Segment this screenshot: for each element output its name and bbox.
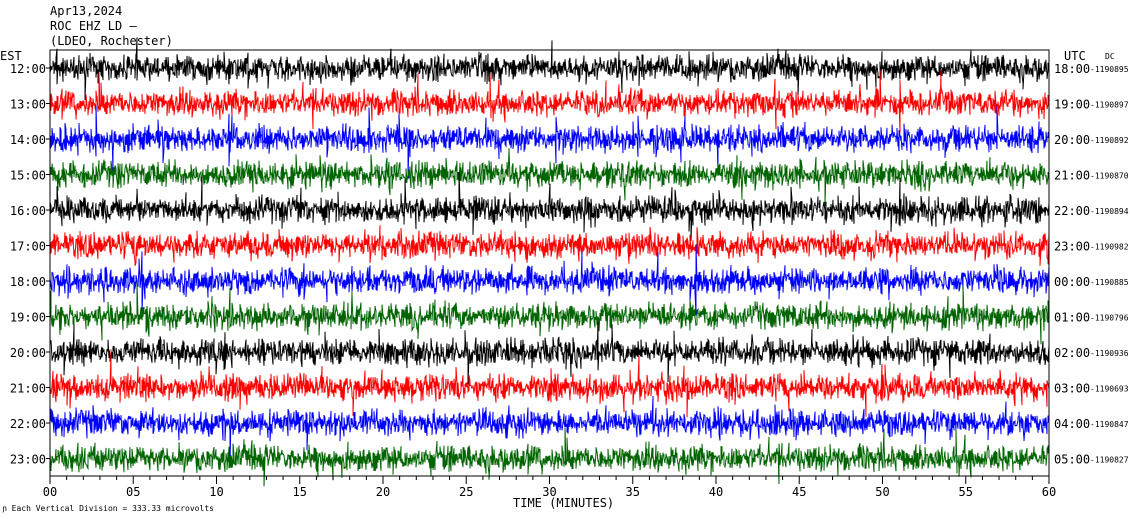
- x-tick-label: 15: [293, 485, 307, 499]
- x-tick-label: 10: [209, 485, 223, 499]
- est-label: 17:00: [10, 240, 46, 254]
- station-name: ROC EHZ LD —: [50, 20, 137, 33]
- dc-offset: -1190847: [1090, 420, 1129, 429]
- trace-1500: [49, 148, 1050, 207]
- utc-label: 20:00: [1054, 133, 1090, 147]
- trace-1200: [49, 37, 1050, 101]
- utc-label: 04:00: [1054, 417, 1090, 431]
- dc-offset: -1190894: [1090, 207, 1129, 216]
- dc-offset: -1190895: [1090, 65, 1129, 74]
- dc-offset: -1190892: [1090, 136, 1129, 145]
- x-tick-label: 25: [459, 485, 473, 499]
- est-hour-labels: 12:00 13:00 14:00 15:00 16:00 17:00 18:00 19:00…: [10, 62, 50, 467]
- est-label: 18:00: [10, 275, 46, 289]
- legend-line: —: [129, 19, 137, 33]
- utc-label: 23:00: [1054, 240, 1090, 254]
- utc-hour-labels: 18:00 -1190895 19:00 -1190897 20:00 -1190892 2…: [1054, 62, 1129, 467]
- est-label: 12:00: [10, 62, 46, 76]
- trace-1800: [49, 244, 1050, 316]
- x-tick-label: 50: [875, 485, 889, 499]
- dc-offset: -1190936: [1090, 349, 1129, 358]
- x-tick-label: 35: [626, 485, 640, 499]
- scale-footer: ɲ Each Vertical Division = 333.33 microv…: [2, 502, 214, 515]
- est-label: 13:00: [10, 98, 46, 112]
- utc-label: 22:00: [1054, 204, 1090, 218]
- utc-label: 03:00: [1054, 382, 1090, 396]
- trace-2100: [49, 349, 1050, 418]
- dc-label: DC: [1105, 52, 1115, 61]
- est-label: 19:00: [10, 311, 46, 325]
- dc-offset: -1190982: [1090, 243, 1129, 252]
- trace-1400: [49, 105, 1050, 180]
- station-code: ROC EHZ LD: [50, 19, 123, 33]
- est-label: 14:00: [10, 133, 46, 147]
- scale-icon: ɲ: [2, 504, 7, 513]
- x-axis-title: TIME (MINUTES): [513, 496, 615, 510]
- x-tick-label: 30: [542, 485, 556, 499]
- x-tick-label: 40: [709, 485, 723, 499]
- trace-1900: [49, 281, 1050, 345]
- trace-2200: [49, 395, 1050, 465]
- utc-axis-label: UTC: [1064, 49, 1086, 63]
- dc-offset: -1190827: [1090, 456, 1129, 465]
- scale-text: Each Vertical Division = 333.33 microvol…: [11, 504, 214, 513]
- dc-offset: -1190897: [1090, 101, 1129, 110]
- utc-label: 21:00: [1054, 169, 1090, 183]
- utc-label: 19:00: [1054, 98, 1090, 112]
- utc-label: 18:00: [1054, 62, 1090, 76]
- x-tick-label: 45: [792, 485, 806, 499]
- trace-1300: [49, 69, 1050, 133]
- x-axis-ticks: 00 05 10 15 20 25 30 35 40 45 50 55 60: [43, 476, 1056, 499]
- x-tick-label: 00: [43, 485, 57, 499]
- dc-offset: -1190693: [1090, 385, 1129, 394]
- trace-1600: [49, 171, 1050, 241]
- trace-1700: [49, 225, 1050, 266]
- est-label: 15:00: [10, 169, 46, 183]
- est-axis-label: EST: [0, 49, 22, 63]
- utc-label: 00:00: [1054, 275, 1090, 289]
- trace-2000: [49, 321, 1050, 385]
- trace-2300: [49, 427, 1050, 487]
- utc-label: 01:00: [1054, 311, 1090, 325]
- dc-offset: -1190885: [1090, 278, 1129, 287]
- x-tick-label: 20: [376, 485, 390, 499]
- x-tick-label: 55: [959, 485, 973, 499]
- est-label: 20:00: [10, 346, 46, 360]
- utc-label: 05:00: [1054, 453, 1090, 467]
- trace-layer: [49, 37, 1050, 487]
- est-label: 21:00: [10, 382, 46, 396]
- x-tick-label: 05: [126, 485, 140, 499]
- network-name: (LDEO, Rochester): [50, 34, 173, 48]
- x-tick-label: 60: [1042, 485, 1056, 499]
- est-label: 23:00: [10, 453, 46, 467]
- dc-offset: -1190796: [1090, 314, 1129, 323]
- est-label: 22:00: [10, 417, 46, 431]
- est-label: 16:00: [10, 204, 46, 218]
- plot-date: Apr13,2024: [50, 4, 123, 18]
- dc-offset: -1190870: [1090, 172, 1129, 181]
- utc-label: 02:00: [1054, 346, 1090, 360]
